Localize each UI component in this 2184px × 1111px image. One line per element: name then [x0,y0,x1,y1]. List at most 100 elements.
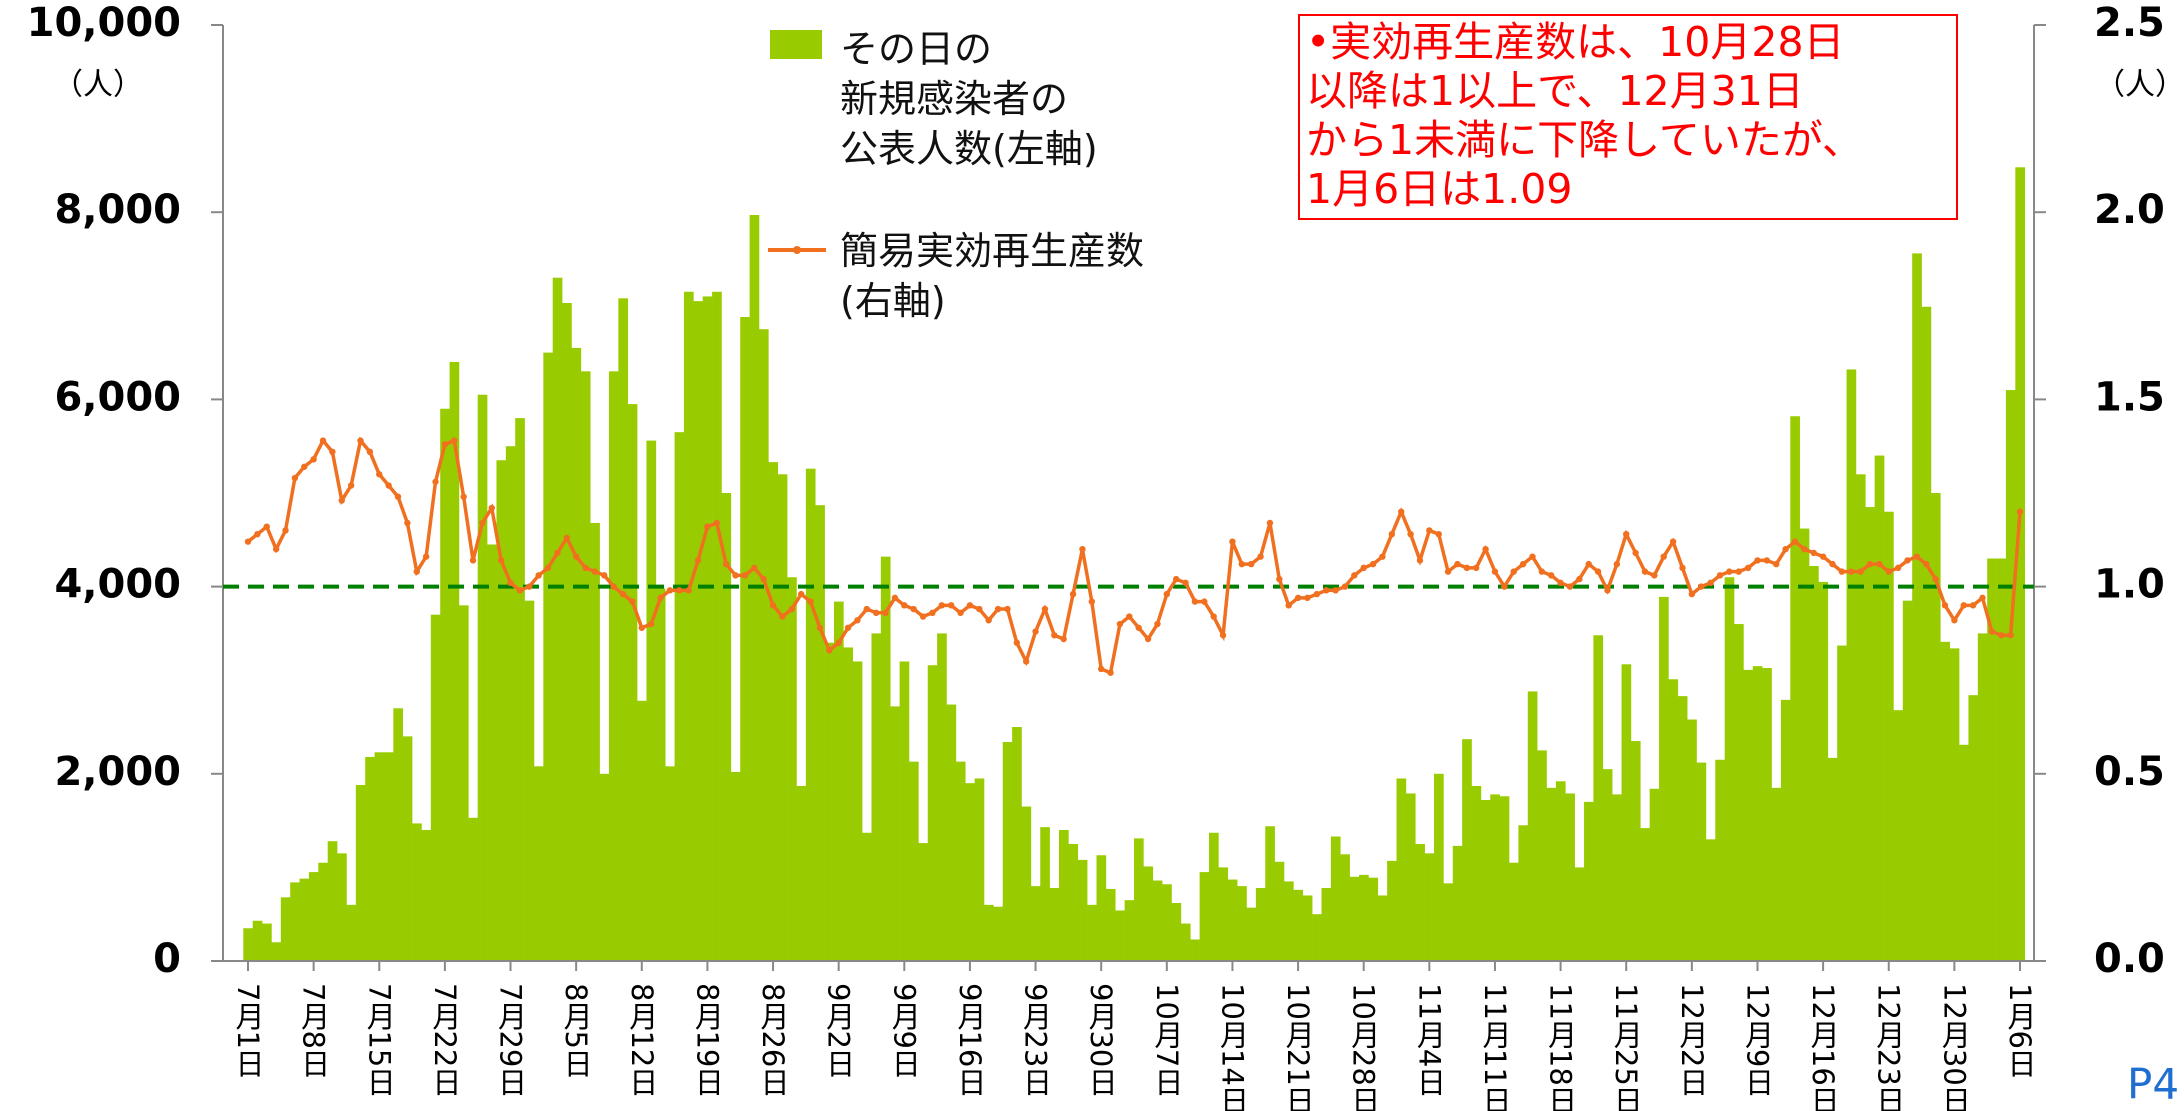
line-marker [1632,549,1639,557]
line-marker [816,624,824,631]
bar [1865,507,1875,961]
line-marker [647,620,655,628]
line-marker [760,575,767,583]
x-tick-label: 1月6日 [2003,983,2037,1078]
line-marker [1754,557,1761,564]
bar [1809,566,1819,961]
bar [590,522,600,961]
line-marker [535,572,542,579]
bar [1621,664,1632,961]
bar [393,708,403,961]
line-marker [1426,527,1433,534]
bar [1058,829,1069,961]
line-marker [441,441,449,448]
line-marker [1932,575,1939,583]
line-marker [863,605,870,613]
bar [252,920,263,961]
line-marker [938,602,945,609]
line-marker [1369,560,1377,568]
line-marker [591,568,599,575]
bar [1537,750,1547,961]
bar [1593,635,1604,961]
bar [1855,474,1866,961]
line-marker [1032,628,1039,635]
line-marker [666,587,674,594]
line-marker [826,647,833,654]
bar [1640,828,1650,961]
line-marker [385,482,392,489]
line-marker [657,594,664,602]
line-marker [976,605,983,613]
line-marker [1894,564,1902,572]
line-marker [282,527,289,534]
bar [1630,741,1641,961]
bar [290,882,300,961]
line-marker [1201,598,1208,605]
line-marker [947,602,955,609]
legend-line-marker [793,246,801,254]
line-marker [1144,635,1152,643]
bar [824,642,835,961]
bar [524,600,535,961]
bar [1555,781,1566,961]
bar [1874,455,1885,961]
bar [430,614,441,961]
bar [1659,596,1669,961]
bar [712,291,722,961]
line-marker [301,463,308,470]
line-marker [1060,635,1067,643]
line-marker [957,609,964,617]
x-tick-label: 12月16日 [1806,983,1840,1111]
bar [308,872,319,961]
bar [908,761,919,961]
bar [805,468,816,961]
line-marker [1416,557,1424,564]
bar [355,785,366,961]
bar [327,841,338,961]
line-marker [1219,632,1227,639]
bar [1687,719,1697,961]
bar [1649,788,1660,961]
bar [1762,668,1772,961]
line-marker [1941,602,1949,609]
bar [740,317,750,962]
bar [1827,757,1838,961]
x-tick-label: 7月8日 [297,983,331,1078]
line-marker [469,557,477,564]
bar [946,704,957,961]
line-marker [1482,545,1489,553]
bar [1443,883,1454,961]
line-marker [1576,575,1583,583]
bar [1377,895,1388,961]
line-marker [1810,549,1817,557]
line-marker [1735,568,1742,575]
bar [655,588,666,961]
line-marker [1716,572,1724,579]
line-marker [1116,620,1124,628]
line-marker [1491,568,1499,575]
x-tick-label: 9月23日 [1019,983,1053,1096]
line-marker [1651,572,1658,579]
bar [402,736,413,961]
x-tick-label: 9月2日 [822,983,856,1078]
bar [1171,902,1182,961]
line-marker [1088,598,1096,605]
line-marker [1819,553,1827,560]
bar [449,361,460,962]
x-tick-label: 8月12日 [625,983,659,1096]
line-marker [872,609,880,617]
x-tick-label: 12月2日 [1675,983,1709,1096]
bar [496,460,507,961]
bar [571,347,582,961]
bar [1359,874,1369,961]
bar [693,301,704,961]
line-marker [1022,658,1030,665]
bar [1490,794,1500,961]
x-tick-label: 7月1日 [231,983,265,1078]
line-marker [2016,508,2024,515]
line-marker [544,564,552,572]
bar [1968,695,1979,961]
bar [1105,888,1116,961]
line-marker [1969,602,1977,609]
